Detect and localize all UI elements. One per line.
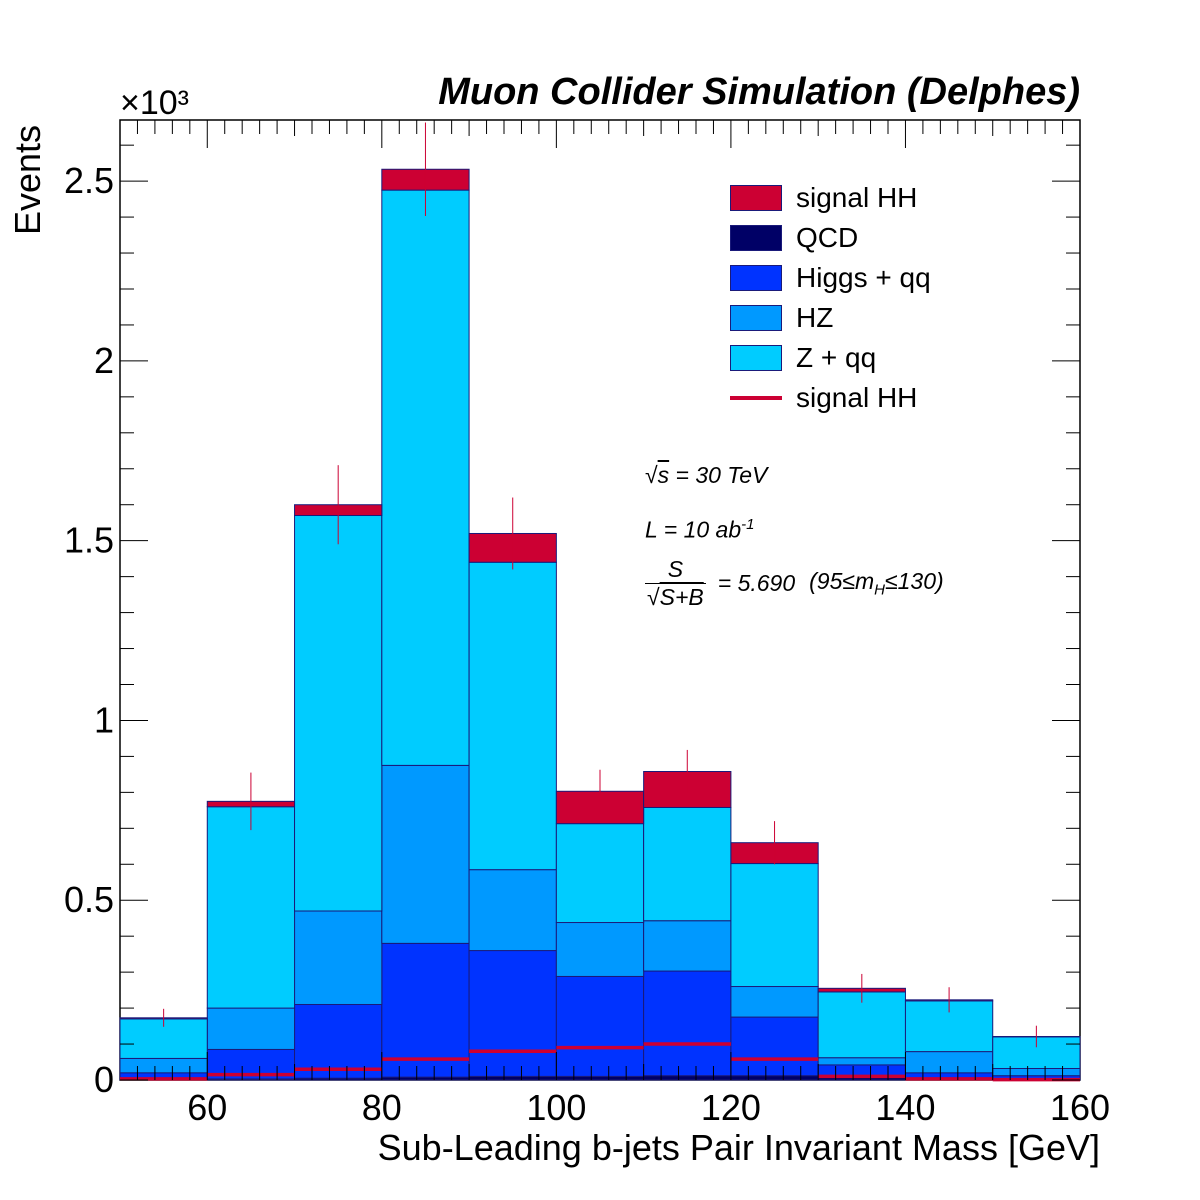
x-tick-label-100: 100 xyxy=(526,1087,586,1128)
y-axis-label: Events xyxy=(7,125,48,235)
bar-qcd-bin-5 xyxy=(555,1075,645,1081)
energy-annotation: √s = 30 TeV xyxy=(645,462,767,489)
sqrt-symbol-2: √ xyxy=(647,584,660,610)
legend-entry-higgs-qq-2: Higgs + qq xyxy=(730,262,931,293)
significance-value: = 5.690 xyxy=(717,570,796,596)
bar-hz-bin-1 xyxy=(206,1007,296,1050)
bar-qcd-bin-6 xyxy=(643,1075,732,1081)
bar-hz-bin-2 xyxy=(294,910,383,1005)
x-tick-label-140: 140 xyxy=(875,1087,935,1128)
bar-z-qq-bin-1 xyxy=(206,806,296,1009)
y-tick-label-3: 1.5 xyxy=(64,520,114,561)
bar-z-qq-bin-6 xyxy=(643,806,732,922)
bar-z-qq-bin-2 xyxy=(294,515,383,912)
y-tick-label-4: 2 xyxy=(94,340,114,381)
legend-entry-qcd-1: QCD xyxy=(730,222,859,253)
bar-hz-bin-5 xyxy=(555,922,645,977)
bar-higgs-qq-bin-6 xyxy=(643,970,732,1077)
bar-qcd-bin-7 xyxy=(730,1075,819,1081)
legend-swatch xyxy=(730,345,782,371)
bar-qcd-bin-4 xyxy=(468,1075,557,1081)
bar-hz-bin-6 xyxy=(643,920,732,972)
bar-higgs-qq-bin-3 xyxy=(381,942,470,1078)
legend-entry-hz-3: HZ xyxy=(730,302,834,333)
bar-hz-bin-0 xyxy=(119,1057,208,1074)
significance-annotation: S √S+B = 5.690 (95≤mH≤130) xyxy=(645,556,944,611)
bar-hz-bin-8 xyxy=(817,1057,906,1066)
legend-label: QCD xyxy=(796,222,859,253)
x-tick-label-80: 80 xyxy=(362,1087,402,1128)
bar-hz-bin-4 xyxy=(468,869,557,952)
y-tick-label-0: 0 xyxy=(94,1059,114,1100)
legend-swatch xyxy=(730,396,782,400)
y-tick-label-5: 2.5 xyxy=(64,160,114,201)
x-axis-label: Sub-Leading b-jets Pair Invariant Mass [… xyxy=(378,1127,1100,1168)
bar-hz-bin-7 xyxy=(730,986,819,1018)
x-tick-label-60: 60 xyxy=(187,1087,227,1128)
bar-z-qq-bin-7 xyxy=(730,863,819,988)
luminosity-exponent: -1 xyxy=(741,516,755,533)
legend-entry-z-qq-4: Z + qq xyxy=(730,342,877,373)
y-tick-label-2: 1 xyxy=(94,699,114,740)
legend-label: HZ xyxy=(796,302,834,333)
mass-window: (95≤mH≤130) xyxy=(809,568,944,599)
bar-z-qq-bin-4 xyxy=(468,561,557,871)
significance-fraction: S √S+B xyxy=(645,556,706,611)
chart-title: Muon Collider Simulation (Delphes) xyxy=(438,71,1080,113)
energy-value: = 30 TeV xyxy=(675,462,768,488)
mass-window-sub: H xyxy=(874,581,886,599)
bar-higgs-qq-bin-5 xyxy=(555,975,645,1077)
bar-z-qq-bin-5 xyxy=(555,823,645,924)
significance-numerator: S xyxy=(667,556,684,582)
legend-entry-signal-hh-5: signal HH xyxy=(730,382,918,413)
legend-label: signal HH xyxy=(796,382,918,413)
bar-hz-bin-3 xyxy=(381,764,470,944)
legend-label: Z + qq xyxy=(796,342,877,373)
legend-label: Higgs + qq xyxy=(796,262,931,293)
sqrt-symbol: √ xyxy=(645,462,658,488)
significance-denominator-text: S+B xyxy=(659,584,704,610)
legend-entry-signal-hh-0: signal HH xyxy=(730,182,918,213)
energy-variable: s xyxy=(657,462,670,488)
bar-hz-bin-10 xyxy=(992,1067,1081,1077)
legend-swatch xyxy=(730,265,782,291)
luminosity-annotation: L = 10 ab-1 xyxy=(645,516,755,544)
y-axis-multiplier: ×10³ xyxy=(120,84,189,122)
legend-swatch xyxy=(730,225,782,251)
x-tick-label-160: 160 xyxy=(1050,1087,1110,1128)
legend-swatch xyxy=(730,305,782,331)
legend-swatch xyxy=(730,185,782,211)
legend-label: signal HH xyxy=(796,182,918,213)
bar-higgs-qq-bin-2 xyxy=(294,1003,383,1079)
bar-z-qq-bin-3 xyxy=(381,189,470,766)
bar-hz-bin-9 xyxy=(904,1051,994,1074)
luminosity-text: L = 10 ab xyxy=(645,516,742,543)
x-tick-label-120: 120 xyxy=(701,1087,761,1128)
bar-higgs-qq-bin-4 xyxy=(468,950,557,1077)
y-tick-label-1: 0.5 xyxy=(64,879,114,920)
significance-denominator: √S+B xyxy=(645,583,706,611)
mass-window-close: ≤130) xyxy=(885,568,944,595)
bar-higgs-qq-bin-7 xyxy=(730,1016,819,1077)
mass-window-open: (95≤m xyxy=(809,568,875,595)
